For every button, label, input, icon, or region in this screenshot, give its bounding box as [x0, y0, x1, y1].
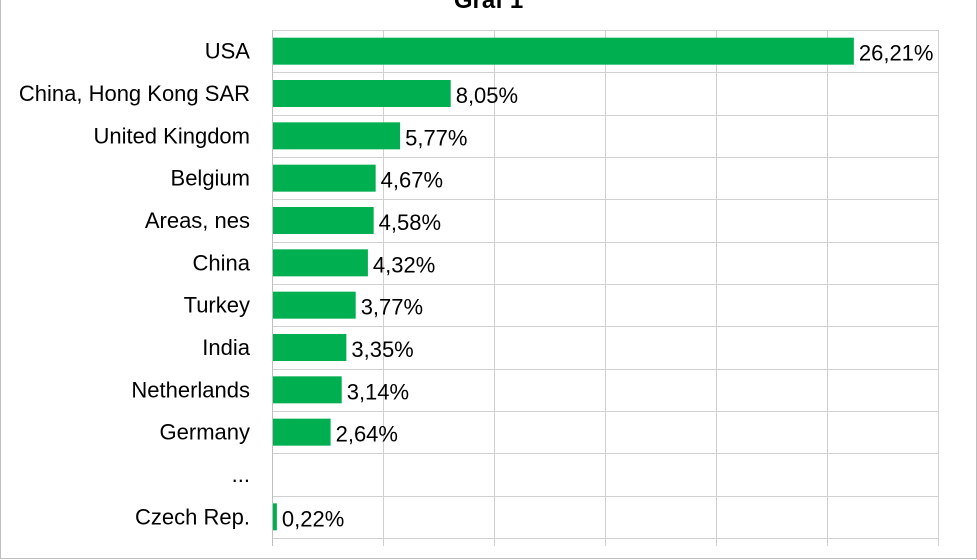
data-label: 3,14%	[347, 379, 409, 404]
category-label: Czech Rep.	[135, 504, 250, 529]
bar	[273, 164, 376, 192]
bar	[273, 207, 374, 234]
bar	[273, 418, 331, 446]
category-label: India	[202, 335, 250, 360]
data-label: 4,67%	[381, 168, 443, 193]
category-label: Areas, nes	[145, 208, 250, 233]
bar	[273, 334, 347, 361]
data-label: 0,22%	[282, 506, 344, 531]
bar	[273, 80, 451, 107]
bar	[273, 37, 854, 65]
data-label: 3,35%	[351, 337, 413, 362]
category-label: United Kingdom	[93, 123, 250, 148]
bar	[273, 249, 368, 277]
data-label: 4,58%	[379, 210, 441, 235]
data-label: 26,21%	[859, 41, 934, 66]
data-label: 3,77%	[361, 295, 423, 320]
data-label: 2,64%	[336, 422, 398, 447]
category-label: China, Hong Kong SAR	[19, 81, 250, 106]
category-label: Netherlands	[131, 377, 250, 402]
data-label: 5,77%	[405, 125, 467, 150]
bar	[273, 376, 342, 404]
bar-layer	[273, 37, 854, 531]
category-label: China	[193, 250, 251, 275]
bar	[273, 291, 356, 319]
category-label: Germany	[160, 420, 250, 445]
label-layer: USA 26,21% China, Hong Kong SAR 8,05% United…	[19, 39, 934, 532]
grid-layer	[272, 30, 939, 546]
category-label: Belgium	[171, 166, 250, 191]
data-label: 4,32%	[373, 252, 435, 277]
bar	[273, 122, 401, 150]
chart-title: Graf 1	[453, 0, 524, 14]
category-label: USA	[205, 39, 251, 64]
category-label: Turkey	[184, 293, 250, 318]
data-label: 8,05%	[456, 83, 518, 108]
category-label: ...	[232, 462, 250, 487]
bar	[273, 503, 277, 531]
